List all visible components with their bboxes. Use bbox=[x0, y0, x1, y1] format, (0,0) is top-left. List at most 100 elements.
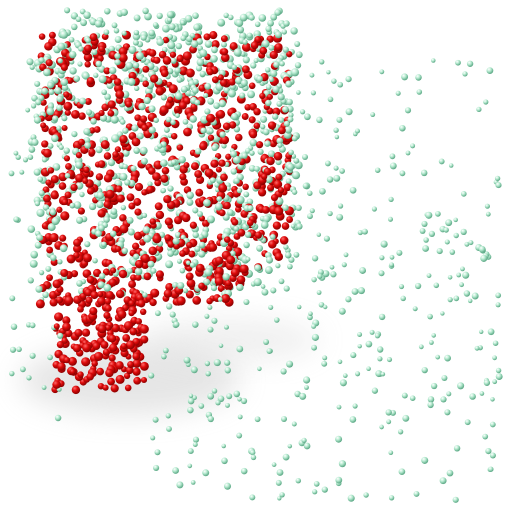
mint-particle bbox=[287, 116, 294, 123]
mint-particle bbox=[228, 89, 236, 98]
red-particle bbox=[169, 51, 177, 58]
mint-particle bbox=[371, 387, 379, 394]
mint-particle bbox=[295, 51, 303, 59]
mint-particle bbox=[215, 400, 221, 406]
mint-particle bbox=[339, 379, 347, 387]
mint-particle bbox=[224, 324, 229, 330]
mint-particle bbox=[426, 273, 432, 279]
red-particle bbox=[123, 321, 134, 331]
red-particle bbox=[268, 240, 277, 249]
red-particle bbox=[133, 198, 142, 206]
mint-particle bbox=[425, 211, 433, 219]
mint-particle bbox=[83, 136, 91, 144]
mint-particle bbox=[204, 268, 213, 277]
red-particle bbox=[152, 234, 162, 244]
red-particle bbox=[72, 344, 82, 353]
mint-particle bbox=[15, 154, 21, 160]
mint-particle bbox=[213, 102, 220, 110]
mint-particle bbox=[278, 278, 285, 285]
mint-particle bbox=[338, 203, 344, 209]
red-particle bbox=[274, 206, 284, 216]
mint-particle bbox=[427, 396, 435, 403]
mint-particle bbox=[494, 175, 501, 182]
mint-particle bbox=[444, 239, 450, 245]
red-particle bbox=[148, 246, 158, 256]
mint-particle bbox=[130, 165, 137, 172]
mint-particle bbox=[236, 26, 245, 34]
red-particle bbox=[77, 207, 85, 215]
mint-particle bbox=[283, 20, 290, 27]
mint-particle bbox=[236, 187, 243, 194]
red-particle bbox=[115, 289, 125, 299]
red-particle bbox=[53, 323, 60, 330]
mint-particle bbox=[225, 402, 230, 408]
red-particle bbox=[149, 218, 157, 225]
red-particle bbox=[190, 103, 198, 111]
mint-particle bbox=[257, 148, 264, 155]
mint-particle bbox=[326, 70, 331, 75]
mint-particle bbox=[435, 211, 441, 217]
mint-particle bbox=[95, 60, 102, 68]
mint-particle bbox=[50, 254, 57, 261]
mint-particle bbox=[449, 249, 456, 255]
red-particle bbox=[225, 245, 233, 252]
mint-particle bbox=[486, 67, 494, 74]
mint-particle bbox=[311, 323, 317, 329]
mint-particle bbox=[192, 78, 199, 85]
mint-particle bbox=[204, 313, 210, 319]
red-particle bbox=[228, 121, 237, 129]
mint-particle bbox=[265, 25, 272, 33]
mint-particle bbox=[482, 433, 489, 440]
red-particle bbox=[82, 177, 89, 184]
mint-particle bbox=[174, 67, 181, 74]
mint-particle bbox=[471, 292, 479, 300]
mint-particle bbox=[309, 72, 315, 78]
mint-particle bbox=[421, 220, 428, 227]
mint-particle bbox=[204, 360, 211, 367]
red-particle bbox=[226, 255, 236, 265]
mint-particle bbox=[378, 313, 386, 321]
red-particle bbox=[75, 152, 83, 159]
mint-particle bbox=[165, 413, 171, 419]
mint-particle bbox=[233, 126, 241, 133]
mint-particle bbox=[221, 443, 226, 449]
red-particle bbox=[102, 384, 109, 391]
mint-particle bbox=[322, 270, 330, 278]
mint-particle bbox=[293, 251, 300, 258]
red-particle bbox=[50, 190, 59, 200]
mint-particle bbox=[250, 62, 257, 69]
mint-particle bbox=[202, 469, 210, 477]
mint-particle bbox=[347, 494, 355, 502]
red-particle bbox=[84, 97, 92, 106]
mint-particle bbox=[211, 317, 218, 324]
mint-particle bbox=[41, 156, 48, 163]
red-particle bbox=[231, 218, 239, 226]
mint-particle bbox=[338, 460, 346, 468]
red-particle bbox=[220, 135, 230, 145]
mint-particle bbox=[246, 198, 254, 205]
red-particle bbox=[128, 71, 137, 80]
mint-particle bbox=[258, 14, 267, 22]
mint-particle bbox=[430, 382, 438, 390]
red-particle bbox=[254, 36, 262, 44]
mint-particle bbox=[127, 228, 135, 236]
mint-particle bbox=[288, 149, 294, 156]
mint-particle bbox=[308, 311, 313, 316]
mint-particle bbox=[140, 157, 148, 165]
mint-particle bbox=[56, 125, 62, 131]
mint-particle bbox=[168, 23, 176, 31]
mint-particle bbox=[88, 202, 97, 211]
red-particle bbox=[115, 374, 125, 384]
red-particle bbox=[125, 366, 134, 375]
mint-particle bbox=[301, 437, 307, 444]
mint-particle bbox=[448, 163, 454, 168]
mint-particle bbox=[197, 211, 203, 217]
mint-particle bbox=[296, 90, 301, 95]
red-particle bbox=[275, 173, 283, 181]
mint-particle bbox=[57, 332, 64, 339]
mint-particle bbox=[188, 393, 194, 399]
mint-particle bbox=[312, 489, 318, 495]
red-particle bbox=[81, 328, 91, 337]
red-particle bbox=[94, 351, 104, 361]
red-particle bbox=[61, 124, 68, 132]
